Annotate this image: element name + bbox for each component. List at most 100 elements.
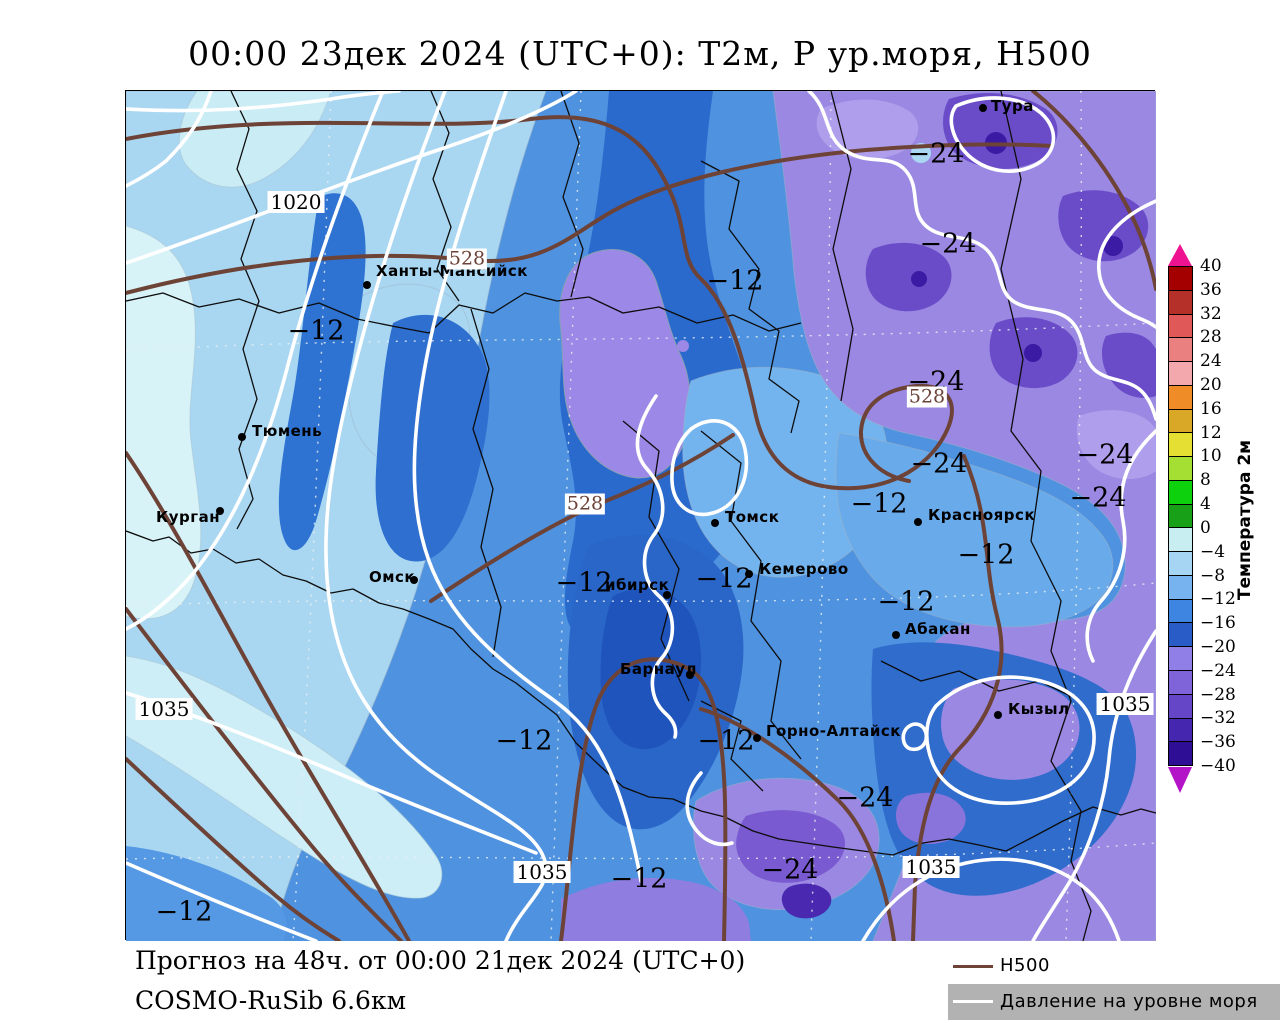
colorbar-tick: 10 bbox=[1200, 446, 1222, 466]
colorbar-segment bbox=[1169, 457, 1192, 481]
city-label-barnaul: Барнаул bbox=[620, 660, 698, 678]
colorbar-segment bbox=[1169, 528, 1192, 553]
colorbar-tick: 16 bbox=[1200, 399, 1222, 419]
weather-map: Тура Ханты-Мансийск Тюмень Курган Омск Т… bbox=[125, 90, 1156, 941]
temp-label: −12 bbox=[957, 539, 1015, 571]
city-label-kyzyl: Кызыл bbox=[1008, 700, 1070, 718]
colorbar-segment bbox=[1169, 409, 1192, 434]
temp-label: −24 bbox=[910, 448, 968, 480]
colorbar-tick: 36 bbox=[1200, 280, 1222, 300]
h500-contour-label: 528 bbox=[446, 247, 488, 270]
city-label-omsk: Омск bbox=[369, 568, 416, 586]
temp-label: −24 bbox=[1069, 482, 1127, 514]
colorbar-tick: 40 bbox=[1200, 256, 1222, 276]
city-label-krasnoyarsk: Красноярск bbox=[928, 506, 1036, 524]
city-dot-khanty-mansiysk bbox=[363, 281, 371, 289]
colorbar-tick: 12 bbox=[1200, 423, 1222, 443]
colorbar-segment bbox=[1169, 338, 1192, 363]
temp-label: −24 bbox=[907, 138, 965, 170]
city-dot-barnaul bbox=[686, 671, 694, 679]
temp-label: −24 bbox=[919, 228, 977, 260]
city-dot-gorno-altaysk bbox=[753, 734, 761, 742]
colorbar-segment bbox=[1169, 480, 1192, 505]
city-dot-kurgan bbox=[216, 507, 224, 515]
temp-label: −24 bbox=[761, 854, 819, 886]
city-dot-krasnoyarsk bbox=[914, 518, 922, 526]
temp-label: −12 bbox=[155, 896, 213, 928]
colorbar-segment bbox=[1169, 647, 1192, 672]
colorbar-arrow-down bbox=[1168, 767, 1192, 793]
colorbar-tick: −28 bbox=[1200, 685, 1236, 705]
h500-legend-label: H500 bbox=[1000, 955, 1050, 976]
h500-line-swatch bbox=[953, 965, 993, 968]
pressure-contour-label: 1020 bbox=[267, 191, 325, 213]
pressure-legend-strip bbox=[948, 984, 1280, 1020]
city-label-kurgan: Курган bbox=[156, 508, 221, 526]
colorbar-tick: −8 bbox=[1200, 566, 1226, 586]
city-label-abakan: Абакан bbox=[905, 620, 971, 638]
city-label-kemerovo: Кемерово bbox=[759, 560, 849, 578]
map-graphic bbox=[126, 91, 1156, 941]
map-title: 00:00 23дек 2024 (UTC+0): Т2м, Р ур.моря… bbox=[188, 34, 1092, 73]
temp-label: −12 bbox=[850, 488, 908, 520]
colorbar-segment bbox=[1169, 718, 1192, 743]
colorbar-segment bbox=[1169, 552, 1192, 576]
colorbar-tick: −32 bbox=[1200, 708, 1236, 728]
city-dot-novosibirsk bbox=[663, 591, 671, 599]
temp-label: −12 bbox=[555, 567, 613, 599]
city-label-gorno-altaysk: Горно-Алтайск bbox=[766, 722, 901, 740]
city-dot-tyumen bbox=[238, 433, 246, 441]
temp-label: −12 bbox=[697, 725, 755, 757]
colorbar-arrow-up bbox=[1168, 244, 1192, 266]
colorbar-tick: −36 bbox=[1200, 732, 1236, 752]
pressure-contour-label: 1035 bbox=[135, 698, 193, 720]
city-dot-kemerovo bbox=[745, 570, 753, 578]
temp-label: −12 bbox=[287, 315, 345, 347]
temp-label: −12 bbox=[877, 586, 935, 618]
city-label-tyumen: Тюмень bbox=[252, 422, 323, 440]
temp-label: −12 bbox=[610, 863, 668, 895]
pressure-legend-label: Давление на уровне моря bbox=[1000, 991, 1258, 1012]
colorbar-tick: −12 bbox=[1200, 589, 1236, 609]
h500-contour-label: 528 bbox=[564, 492, 606, 515]
temp-label: −24 bbox=[836, 782, 894, 814]
colorbar-segment bbox=[1169, 671, 1192, 695]
temp-label: −24 bbox=[1076, 439, 1134, 471]
colorbar-segment bbox=[1169, 362, 1192, 386]
pressure-line-swatch bbox=[953, 1000, 993, 1003]
colorbar-tick: 20 bbox=[1200, 375, 1222, 395]
colorbar-tick: 28 bbox=[1200, 327, 1222, 347]
colorbar-tick: 32 bbox=[1200, 304, 1222, 324]
colorbar-segment bbox=[1169, 575, 1192, 600]
colorbar-tick: −4 bbox=[1200, 542, 1226, 562]
colorbar-segment bbox=[1169, 694, 1192, 719]
city-dot-omsk bbox=[410, 576, 418, 584]
pressure-contour-label: 1035 bbox=[902, 856, 960, 878]
colorbar-segment bbox=[1169, 623, 1192, 648]
colorbar-segment bbox=[1169, 742, 1192, 766]
colorbar-tick: 4 bbox=[1200, 494, 1211, 514]
forecast-info: Прогноз на 48ч. от 00:00 21дек 2024 (UTC… bbox=[135, 946, 746, 975]
colorbar-segment bbox=[1169, 267, 1192, 291]
city-label-tomsk: Томск bbox=[725, 508, 780, 526]
colorbar-tick: −16 bbox=[1200, 613, 1236, 633]
colorbar-tick: 0 bbox=[1200, 518, 1211, 538]
colorbar-tick: −20 bbox=[1200, 637, 1236, 657]
colorbar-segment bbox=[1169, 314, 1192, 339]
model-info: COSMO-RuSib 6.6км bbox=[135, 986, 407, 1015]
colorbar-tick: −40 bbox=[1200, 756, 1236, 776]
temp-label: −12 bbox=[706, 265, 764, 297]
colorbar-segment bbox=[1169, 433, 1192, 458]
city-dot-tomsk bbox=[711, 519, 719, 527]
city-label-novosibirsk: ибирск bbox=[605, 576, 670, 594]
temperature-colorbar bbox=[1168, 266, 1193, 766]
colorbar-tick: 8 bbox=[1200, 470, 1211, 490]
colorbar-title: Температура 2м bbox=[1235, 439, 1255, 601]
city-dot-abakan bbox=[892, 631, 900, 639]
colorbar-tick: 24 bbox=[1200, 351, 1222, 371]
city-dot-kyzyl bbox=[994, 711, 1002, 719]
h500-contour-label: 528 bbox=[906, 385, 948, 408]
colorbar-tick: −24 bbox=[1200, 661, 1236, 681]
colorbar-segment bbox=[1169, 290, 1192, 315]
pressure-contour-label: 1035 bbox=[1096, 693, 1154, 715]
